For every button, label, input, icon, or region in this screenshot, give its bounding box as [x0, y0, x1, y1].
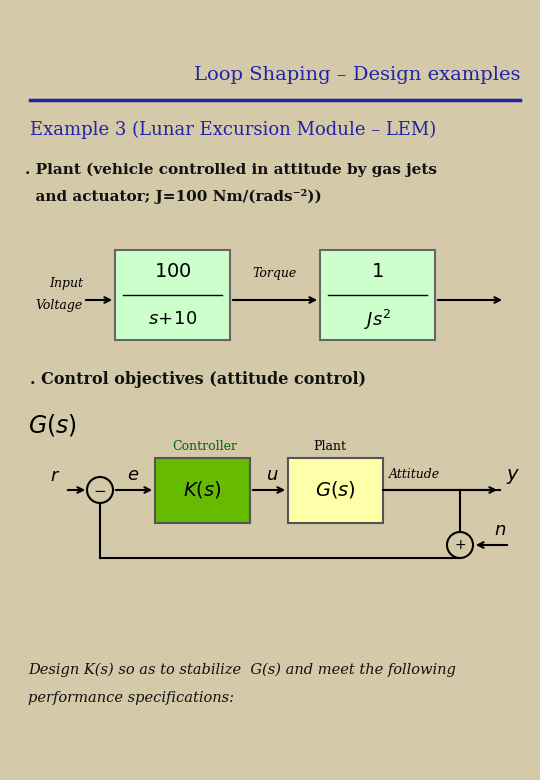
- Text: $s\!+\!10$: $s\!+\!10$: [148, 310, 197, 328]
- Text: Torque: Torque: [253, 268, 297, 281]
- Text: $100$: $100$: [153, 263, 191, 281]
- FancyBboxPatch shape: [320, 250, 435, 340]
- Text: $\mathit{G(s)}$: $\mathit{G(s)}$: [28, 412, 77, 438]
- Text: Loop Shaping – Design examples: Loop Shaping – Design examples: [193, 66, 520, 84]
- Text: $+$: $+$: [454, 538, 466, 552]
- Text: . Control objectives (attitude control): . Control objectives (attitude control): [30, 371, 366, 388]
- Circle shape: [87, 477, 113, 503]
- Text: Input: Input: [49, 276, 83, 289]
- Text: and actuator; J=100 Nm/(rads⁻²)): and actuator; J=100 Nm/(rads⁻²)): [25, 190, 322, 204]
- Text: Controller: Controller: [172, 441, 238, 453]
- Text: $1$: $1$: [371, 263, 384, 281]
- Text: Example 3 (Lunar Excursion Module – LEM): Example 3 (Lunar Excursion Module – LEM): [30, 121, 436, 139]
- Text: Plant: Plant: [314, 441, 347, 453]
- Text: $\mathit{J}s^{2}$: $\mathit{J}s^{2}$: [364, 308, 391, 332]
- Text: $\mathit{y}$: $\mathit{y}$: [506, 467, 520, 487]
- FancyBboxPatch shape: [115, 250, 230, 340]
- Circle shape: [447, 532, 473, 558]
- Text: Design K(s) so as to stabilize  G(s) and meet the following: Design K(s) so as to stabilize G(s) and …: [28, 663, 456, 677]
- Text: . Plant (vehicle controlled in attitude by gas jets: . Plant (vehicle controlled in attitude …: [25, 163, 437, 177]
- Text: $\mathit{r}$: $\mathit{r}$: [50, 467, 60, 485]
- Text: performance specifications:: performance specifications:: [28, 691, 234, 705]
- Text: $\mathbf{\mathit{G(s)}}$: $\mathbf{\mathit{G(s)}}$: [315, 480, 356, 501]
- Text: Attitude: Attitude: [389, 469, 441, 481]
- Text: Voltage: Voltage: [36, 300, 83, 313]
- Text: $-$: $-$: [93, 481, 106, 497]
- Text: $\mathit{n}$: $\mathit{n}$: [494, 521, 506, 539]
- Text: $\mathit{u}$: $\mathit{u}$: [266, 466, 278, 484]
- FancyBboxPatch shape: [155, 458, 250, 523]
- FancyBboxPatch shape: [288, 458, 383, 523]
- Text: $\mathbf{\mathit{K(s)}}$: $\mathbf{\mathit{K(s)}}$: [183, 480, 222, 501]
- Text: $\mathit{e}$: $\mathit{e}$: [127, 466, 139, 484]
